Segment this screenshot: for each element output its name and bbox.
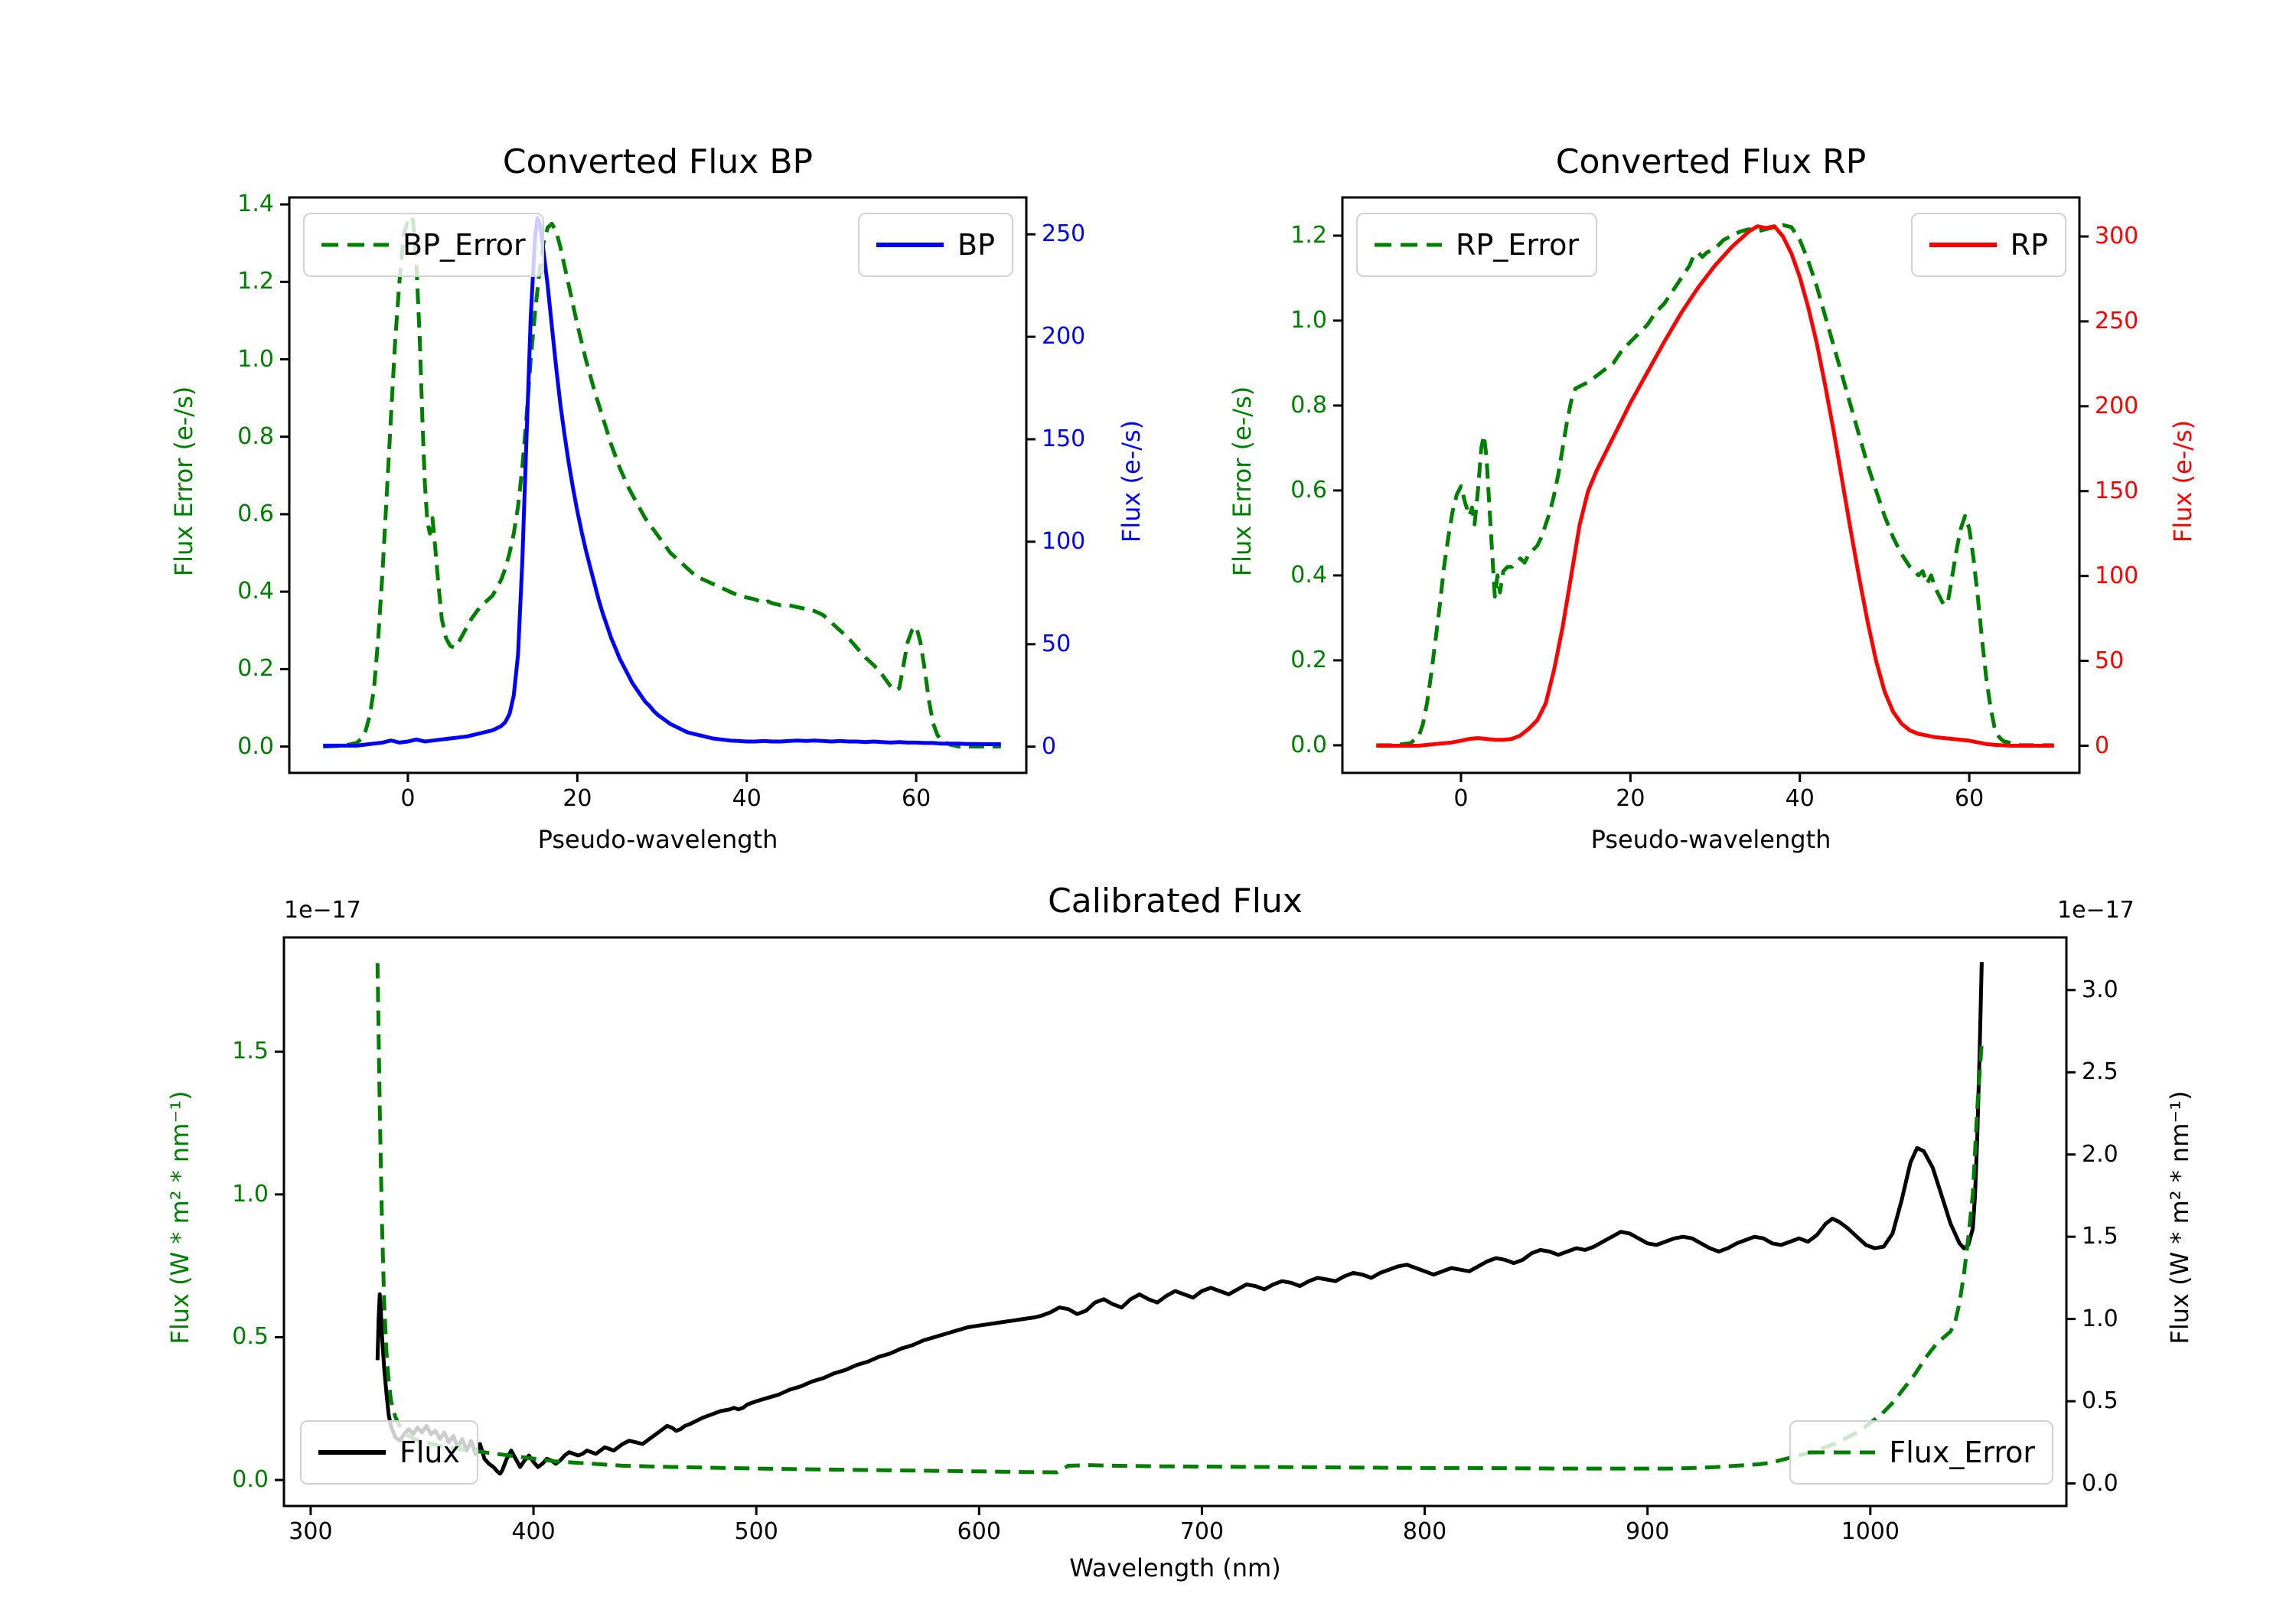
y-tick-label-right: 150 xyxy=(1042,425,1086,452)
legend-flux-error: Flux_Error xyxy=(1789,1420,2053,1485)
y-tick-label-right: 100 xyxy=(2095,562,2139,589)
y-tick-label-left: 0.2 xyxy=(1290,646,1327,673)
y-axis-label-rp-left: Flux Error (e-/s) xyxy=(1228,386,1257,577)
y-tick-label-right: 50 xyxy=(2095,647,2125,674)
y-axis-label-cal-right: Flux (W * m² * nm⁻¹) xyxy=(2165,1090,2194,1345)
y-tick-label-right: 200 xyxy=(1042,323,1086,350)
y-tick-label-left: 1.0 xyxy=(232,1180,269,1208)
legend-label: RP_Error xyxy=(1456,228,1579,262)
y-tick-label-right: 2.5 xyxy=(2082,1058,2118,1086)
y-tick-label-right: 0 xyxy=(1042,732,1057,760)
x-tick-label: 300 xyxy=(289,1518,333,1545)
y-tick-label-left: 1.0 xyxy=(237,345,274,373)
x-tick-label: 800 xyxy=(1402,1518,1447,1545)
y-tick-label-right: 1.0 xyxy=(2082,1305,2118,1332)
y-tick-label-left: 0.0 xyxy=(237,732,274,760)
flux-error-line-sample-icon xyxy=(1808,1450,1876,1455)
legend-rp: RP xyxy=(1910,213,2066,277)
y-tick-label-left: 0.8 xyxy=(1290,391,1327,419)
series-line-Flux xyxy=(375,962,1984,1476)
y-tick-label-left: 1.2 xyxy=(1290,221,1327,249)
x-tick-label: 40 xyxy=(1785,785,1815,812)
series-line-RP_Error xyxy=(1376,223,2054,748)
y-axis-label-bp-right: Flux (e-/s) xyxy=(1117,419,1146,543)
y-tick-label-left: 0.0 xyxy=(232,1466,269,1494)
y-tick-label-left: 0.4 xyxy=(237,578,274,605)
y-tick-label-left: 1.4 xyxy=(237,191,274,218)
plot-border-calibrated xyxy=(282,936,2068,1508)
y-tick-label-right: 100 xyxy=(1042,527,1086,555)
y-tick-label-right: 0.0 xyxy=(2082,1469,2118,1497)
y-axis-label-bp-left: Flux Error (e-/s) xyxy=(169,386,198,577)
legend-label: RP xyxy=(2010,228,2048,262)
legend-label: BP_Error xyxy=(403,228,526,262)
x-tick-label: 0 xyxy=(400,785,416,812)
y-axis-label-rp-right: Flux (e-/s) xyxy=(2168,419,2197,543)
y-tick-label-left: 1.5 xyxy=(232,1038,269,1065)
y-tick-label-right: 250 xyxy=(2095,307,2139,334)
y-tick-label-right: 3.0 xyxy=(2082,976,2118,1003)
y-tick-label-left: 1.2 xyxy=(237,268,274,295)
x-tick-label: 60 xyxy=(1955,785,1985,812)
x-axis-label-calibrated: Wavelength (nm) xyxy=(1069,1553,1281,1583)
y-tick-label-right: 50 xyxy=(1042,630,1071,657)
bp-line-sample-icon xyxy=(876,243,944,247)
y-tick-label-left: 0.5 xyxy=(232,1323,269,1351)
y-tick-label-right: 200 xyxy=(2095,392,2139,419)
bp-error-line-sample-icon xyxy=(321,243,389,247)
chart-title-calibrated: Calibrated Flux xyxy=(1048,882,1303,921)
y-tick-label-left: 0.6 xyxy=(1290,476,1327,504)
legend-rp-error: RP_Error xyxy=(1356,213,1597,277)
x-tick-label: 40 xyxy=(732,785,762,812)
x-axis-label-bp: Pseudo-wavelength xyxy=(537,825,778,854)
series-line-RP xyxy=(1376,224,2054,748)
chart-title-rp: Converted Flux RP xyxy=(1555,142,1867,181)
x-axis-label-rp: Pseudo-wavelength xyxy=(1590,825,1831,854)
y-axis-label-cal-left: Flux (W * m² * nm⁻¹) xyxy=(165,1090,194,1345)
x-tick-label: 0 xyxy=(1453,785,1469,812)
y-tick-label-right: 250 xyxy=(1042,220,1086,248)
legend-label: Flux xyxy=(400,1436,460,1469)
legend-bp-error: BP_Error xyxy=(303,213,544,277)
x-tick-label: 60 xyxy=(902,785,931,812)
x-tick-label: 600 xyxy=(957,1518,1001,1545)
y-tick-label-right: 300 xyxy=(2095,223,2139,250)
y-tick-label-right: 1.5 xyxy=(2082,1223,2118,1250)
flux-line-sample-icon xyxy=(318,1450,386,1455)
y-tick-label-right: 0.5 xyxy=(2082,1387,2118,1415)
y-tick-label-right: 0 xyxy=(2095,732,2110,759)
y-tick-label-right: 150 xyxy=(2095,477,2139,504)
x-tick-label: 20 xyxy=(1616,785,1645,812)
x-tick-label: 900 xyxy=(1626,1518,1670,1545)
plot-border-rp xyxy=(1341,196,2081,774)
legend-bp: BP xyxy=(858,213,1013,277)
rp-error-line-sample-icon xyxy=(1375,243,1442,247)
legend-label: Flux_Error xyxy=(1889,1436,2035,1469)
series-line-BP_Error xyxy=(323,214,1001,749)
x-tick-label: 700 xyxy=(1179,1518,1225,1545)
y-tick-label-left: 0.0 xyxy=(1290,731,1327,758)
x-tick-label: 20 xyxy=(563,785,592,812)
rp-line-sample-icon xyxy=(1929,243,1997,247)
chart-title-bp: Converted Flux BP xyxy=(502,142,814,181)
legend-label: BP xyxy=(957,228,995,262)
offset-text-right: 1e−17 xyxy=(2057,897,2135,924)
y-tick-label-right: 2.0 xyxy=(2082,1140,2118,1168)
y-tick-label-left: 0.6 xyxy=(237,500,274,527)
y-tick-label-left: 0.4 xyxy=(1290,561,1327,588)
y-tick-label-left: 0.2 xyxy=(237,655,274,683)
legend-flux: Flux xyxy=(300,1420,478,1485)
offset-text-left: 1e−17 xyxy=(284,897,361,924)
plot-border-bp xyxy=(288,196,1028,774)
y-tick-label-left: 0.8 xyxy=(237,422,274,450)
y-tick-label-left: 1.0 xyxy=(1290,306,1327,334)
x-tick-label: 400 xyxy=(511,1518,556,1545)
x-tick-label: 1000 xyxy=(1841,1518,1900,1545)
x-tick-label: 500 xyxy=(734,1518,778,1545)
series-line-BP xyxy=(323,216,1001,748)
